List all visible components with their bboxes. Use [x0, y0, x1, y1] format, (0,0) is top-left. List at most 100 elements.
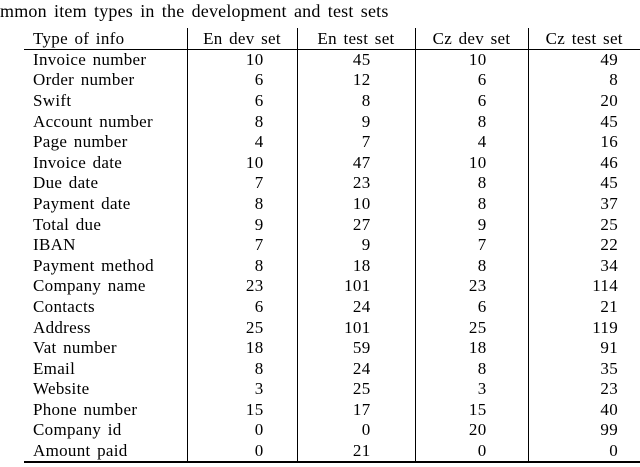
count-cell: 8: [414, 111, 528, 132]
count-cell: 8: [414, 358, 528, 379]
count-cell: 7: [186, 234, 297, 256]
count-cell: 9: [296, 111, 415, 132]
count-cell: 21: [527, 296, 640, 318]
row-label: Swift: [33, 90, 72, 110]
count-cell: 0: [296, 420, 415, 441]
row-label: Payment method: [33, 255, 154, 275]
count-cell: 8: [186, 358, 297, 379]
row-label: Contacts: [33, 296, 95, 316]
count-cell: 23: [186, 276, 297, 297]
count-cell: 0: [414, 440, 528, 462]
row-label: Due date: [33, 173, 99, 193]
count-cell: 91: [527, 337, 640, 359]
count-cell: 8: [414, 193, 528, 215]
count-cell: 47: [296, 152, 415, 174]
row-label: Account number: [33, 111, 153, 131]
count-cell: 23: [414, 276, 528, 297]
count-cell: 8: [296, 90, 415, 112]
table-body: Invoice number 10 45 10 49 Order number 6 12 6 8 S…: [24, 49, 640, 462]
count-cell: 23: [296, 173, 415, 194]
row-label: Page number: [33, 132, 128, 152]
count-cell: 24: [296, 358, 415, 379]
table-row: Account number 8 9 8 45: [24, 111, 640, 132]
table-row: Address 25 101 25 119: [24, 317, 640, 338]
count-cell: 21: [296, 440, 415, 462]
count-cell: 49: [527, 49, 640, 71]
count-cell: 18: [296, 255, 415, 277]
count-cell: 114: [527, 276, 640, 297]
count-cell: 6: [186, 90, 297, 112]
table-row: Swift 6 8 6 20: [24, 90, 640, 112]
table-caption: mmon item types in the development and t…: [0, 1, 389, 21]
count-cell: 4: [414, 131, 528, 153]
count-cell: 3: [414, 379, 528, 400]
table-row: Amount paid 0 21 0 0: [24, 440, 640, 462]
count-cell: 6: [186, 70, 297, 91]
count-cell: 6: [414, 90, 528, 112]
row-label: Order number: [33, 70, 135, 90]
row-label: Address: [33, 317, 91, 337]
count-cell: 119: [527, 317, 640, 338]
count-cell: 8: [414, 173, 528, 194]
row-label: Amount paid: [33, 440, 128, 460]
count-cell: 37: [527, 193, 640, 215]
count-cell: 9: [186, 214, 297, 235]
count-cell: 99: [527, 420, 640, 441]
count-cell: 3: [186, 379, 297, 400]
row-label: Invoice date: [33, 152, 123, 172]
info-types-table: Type of info En dev set En test set Cz d…: [24, 28, 640, 463]
table-row: Invoice number 10 45 10 49: [24, 49, 640, 71]
count-cell: 18: [414, 337, 528, 359]
row-label: Company name: [33, 276, 146, 296]
count-cell: 8: [414, 255, 528, 277]
count-cell: 10: [414, 49, 528, 71]
count-cell: 12: [296, 70, 415, 91]
table-row: Contacts 6 24 6 21: [24, 296, 640, 318]
column-header-type-of-info: Type of info: [24, 28, 187, 50]
count-cell: 8: [186, 111, 297, 132]
row-label: Phone number: [33, 399, 138, 419]
count-cell: 7: [296, 131, 415, 153]
count-cell: 7: [186, 173, 297, 194]
column-header-en-dev-set: En dev set: [186, 28, 297, 50]
count-cell: 10: [186, 49, 297, 71]
count-cell: 23: [527, 379, 640, 400]
table-row: Company name 23 101 23 114: [24, 276, 640, 297]
count-cell: 6: [414, 70, 528, 91]
count-cell: 10: [296, 193, 415, 215]
table-row: Company id 0 0 20 99: [24, 420, 640, 441]
table-row: Phone number 15 17 15 40: [24, 399, 640, 421]
row-label: Email: [33, 358, 76, 378]
count-cell: 16: [527, 131, 640, 153]
count-cell: 40: [527, 399, 640, 421]
count-cell: 101: [296, 276, 415, 297]
count-cell: 25: [186, 317, 297, 338]
row-label: Total due: [33, 214, 102, 234]
count-cell: 7: [414, 234, 528, 256]
count-cell: 59: [296, 337, 415, 359]
table-row: Total due 9 27 9 25: [24, 214, 640, 235]
count-cell: 46: [527, 152, 640, 174]
count-cell: 10: [414, 152, 528, 174]
count-cell: 45: [296, 49, 415, 71]
count-cell: 8: [527, 70, 640, 91]
count-cell: 15: [186, 399, 297, 421]
count-cell: 25: [527, 214, 640, 235]
count-cell: 101: [296, 317, 415, 338]
table-row: Payment date 8 10 8 37: [24, 193, 640, 215]
row-label: Vat number: [33, 338, 117, 358]
count-cell: 45: [527, 111, 640, 132]
table-row: Due date 7 23 8 45: [24, 173, 640, 194]
table-row: Invoice date 10 47 10 46: [24, 152, 640, 174]
table-row: Order number 6 12 6 8: [24, 70, 640, 91]
count-cell: 20: [414, 420, 528, 441]
count-cell: 8: [186, 255, 297, 277]
column-header-cz-dev-set: Cz dev set: [414, 28, 528, 50]
row-label: Invoice number: [33, 50, 147, 70]
count-cell: 0: [186, 420, 297, 441]
count-cell: 9: [296, 234, 415, 256]
row-label: Website: [33, 379, 90, 399]
count-cell: 6: [414, 296, 528, 318]
table-row: Vat number 18 59 18 91: [24, 337, 640, 359]
count-cell: 9: [414, 214, 528, 235]
